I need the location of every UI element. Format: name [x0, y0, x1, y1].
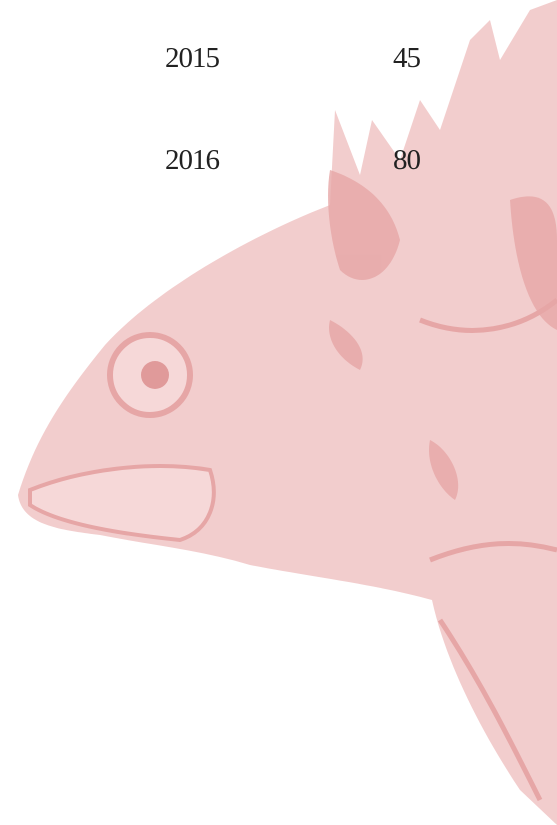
value-cell: 45 — [393, 42, 420, 75]
fish-illustration — [0, 0, 557, 825]
page: 2015 45 2016 80 (() => { const data = JS… — [0, 0, 557, 825]
year-cell: 2016 — [165, 144, 219, 177]
value-cell: 80 — [393, 144, 420, 177]
year-cell: 2015 — [165, 42, 219, 75]
